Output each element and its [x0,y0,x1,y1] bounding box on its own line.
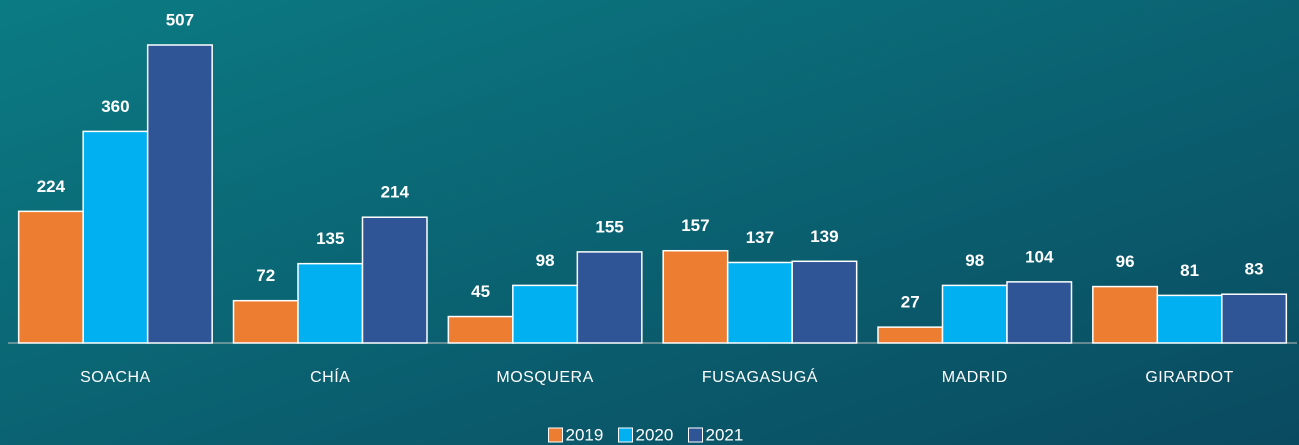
data-label: 507 [166,10,194,29]
legend-label: 2019 [566,425,604,444]
data-label: 137 [746,228,774,247]
data-label: 155 [595,217,623,236]
x-tick-label: FUSAGASUGÁ [702,367,818,386]
bar [576,251,643,344]
bar [1092,285,1159,344]
data-label: 157 [681,216,709,235]
legend-swatch [618,427,633,443]
data-label: 98 [965,251,984,270]
data-label: 72 [256,266,275,285]
bar [82,130,149,344]
bar [662,249,729,344]
data-label: 214 [381,183,410,202]
bar [1221,293,1288,344]
bar [877,326,944,344]
x-tick-label: MADRID [942,369,1008,386]
bar [791,260,858,344]
data-label: 360 [101,97,129,116]
bar [232,299,299,344]
data-label: 104 [1025,247,1054,266]
bar [726,261,793,344]
bar [17,210,84,344]
bar [941,284,1008,344]
x-tick-label: CHÍA [310,367,350,386]
bar [1006,281,1073,344]
data-label: 98 [536,251,555,270]
bar [512,284,579,344]
x-tick-label: MOSQUERA [496,369,593,386]
legend-label: 2020 [636,425,674,444]
x-tick-label: SOACHA [80,369,151,386]
bar [361,216,428,344]
bar [297,262,364,344]
x-tick-label: GIRARDOT [1145,369,1233,386]
data-label: 224 [37,177,66,196]
data-label: 135 [316,229,344,248]
legend-swatch [688,427,703,443]
data-label: 96 [1116,252,1135,271]
data-label: 139 [810,227,838,246]
bar [146,44,213,344]
bar [447,315,514,344]
data-label: 83 [1245,260,1264,279]
legend-label: 2021 [706,425,744,444]
data-label: 81 [1180,261,1199,280]
data-label: 45 [471,282,490,301]
bar [1156,294,1223,344]
legend-swatch [548,427,563,443]
data-label: 27 [901,293,920,312]
